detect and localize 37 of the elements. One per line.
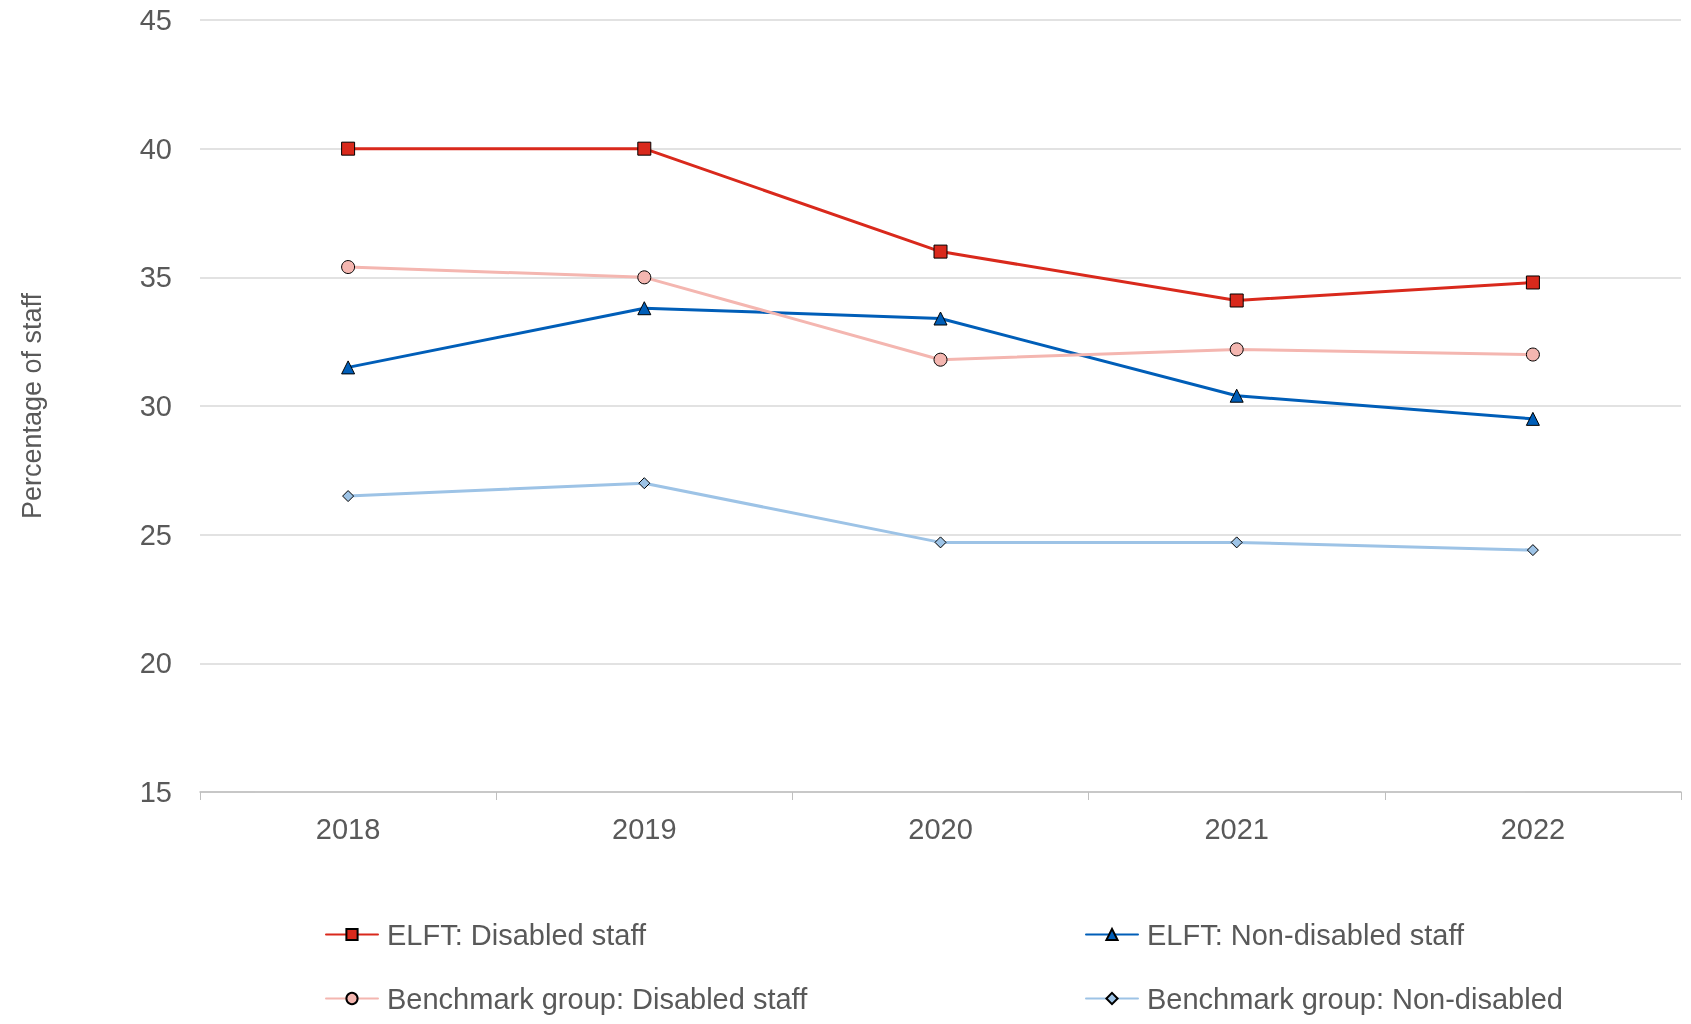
point [341,360,356,375]
point [1525,347,1540,362]
y-tick-label: 20 [139,647,172,680]
point [1230,536,1243,549]
point [1526,544,1539,557]
point [1525,275,1540,290]
point [1229,388,1244,403]
legend-label: Benchmark group: Non-disabled [1147,982,1563,1015]
point [637,301,652,316]
legend-label: ELFT: Disabled staff [387,918,647,951]
point [933,244,948,259]
point [638,477,651,490]
legend-label: Benchmark group: Disabled staff [387,982,809,1015]
point [933,352,948,367]
point [934,536,947,549]
x-tick-label: 2020 [908,812,973,845]
x-tick-label: 2021 [1204,812,1269,845]
point [341,141,356,156]
y-tick-label: 40 [139,132,172,165]
y-tick-label: 30 [139,390,172,422]
point [342,490,355,503]
x-tick-label: 2018 [315,812,381,845]
point [1229,342,1244,357]
y-tick-label: 25 [139,518,172,551]
y-tick-label: 45 [139,4,172,36]
legend-label: ELFT: Non-disabled staff [1147,918,1465,951]
point [637,270,652,285]
point [1229,293,1244,308]
y-axis-title: Percentage of staff [16,292,47,520]
point [933,311,948,326]
y-tick-label: 15 [139,776,172,808]
x-tick-label: 2019 [612,812,677,845]
x-tick-label: 2022 [1500,812,1566,845]
point [637,141,652,156]
point [1525,411,1540,426]
point [341,260,356,275]
y-tick-label: 35 [139,261,172,294]
